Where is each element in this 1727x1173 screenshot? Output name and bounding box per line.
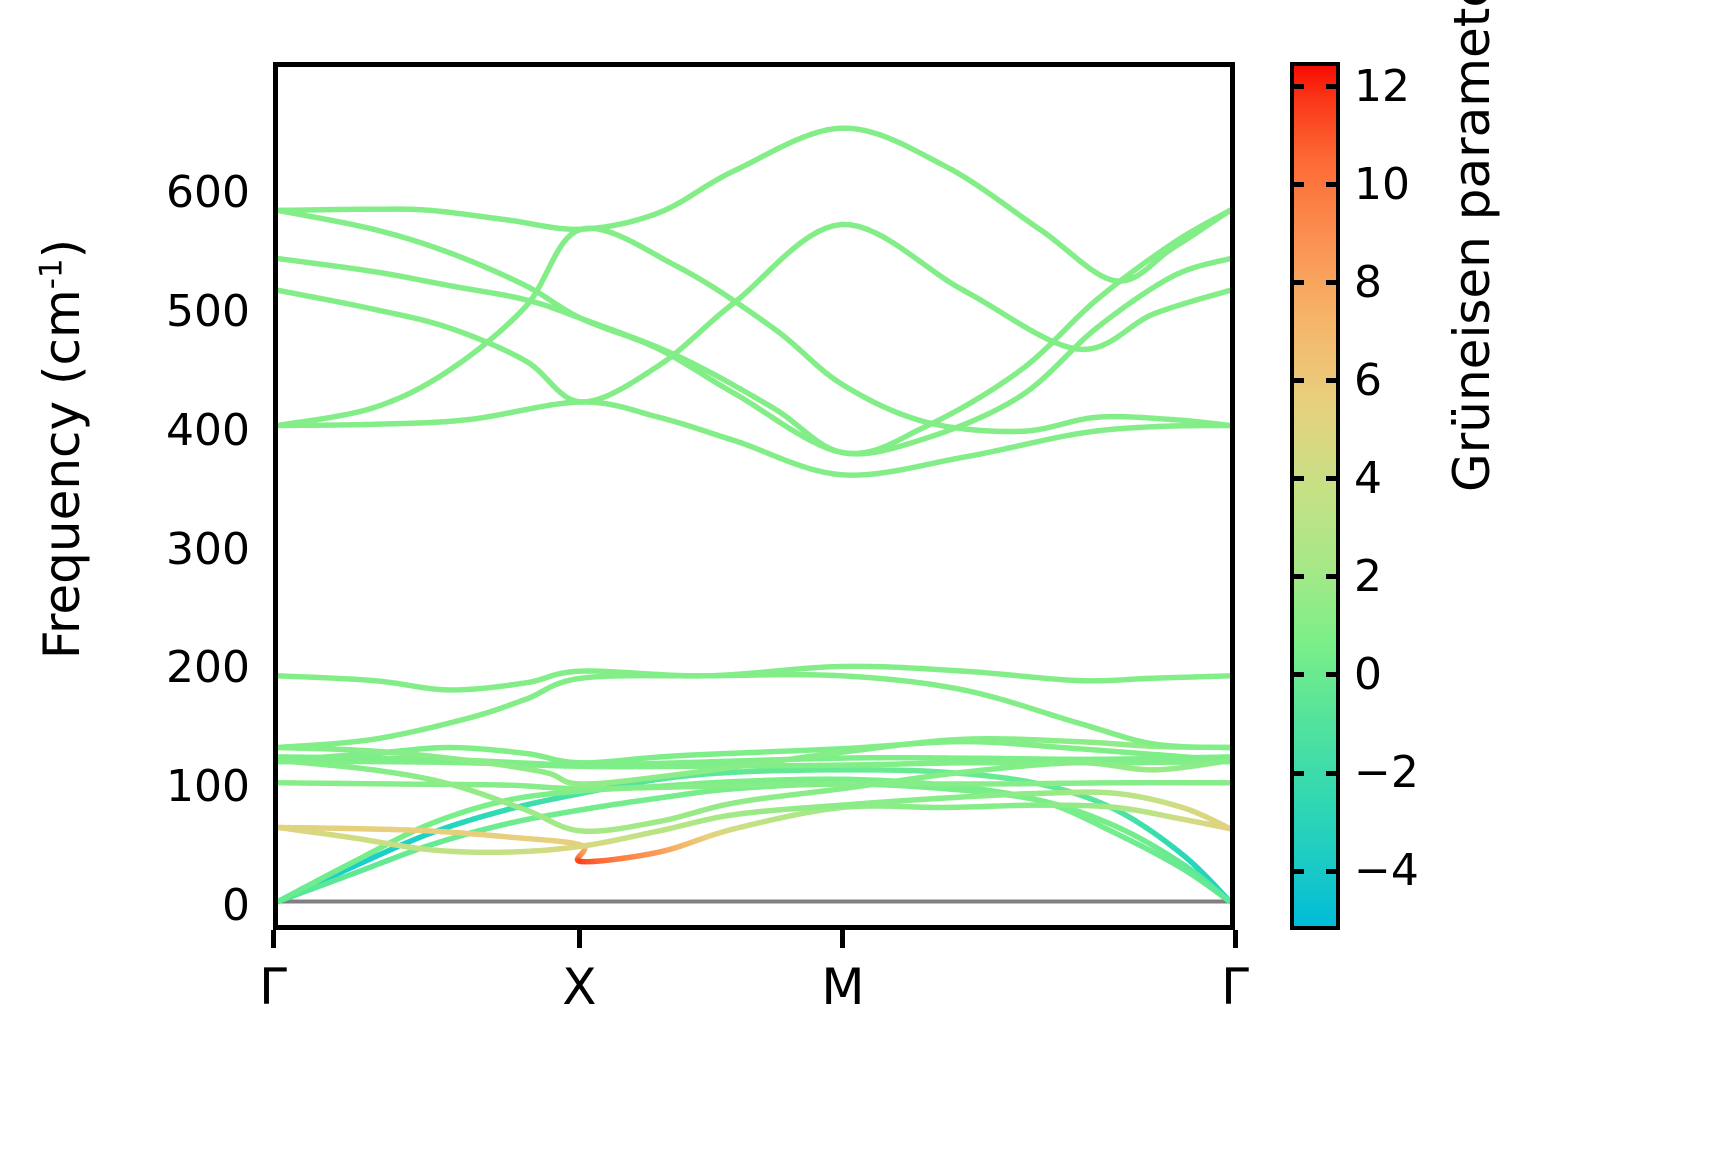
- colorbar-tick-label: 4: [1354, 452, 1382, 504]
- colorbar-tick-mark: [1326, 672, 1340, 678]
- phonon-band: [278, 207, 1230, 457]
- colorbar-tick-mark: [1290, 574, 1304, 580]
- colorbar-tick-mark: [1290, 770, 1304, 776]
- y-tick-label: 300: [166, 523, 250, 575]
- colorbar-tick-label: −2: [1354, 747, 1419, 799]
- y-axis-label-text: Frequency (cm: [33, 289, 91, 660]
- band-segment: [1225, 207, 1230, 215]
- colorbar-tick-mark: [1290, 280, 1304, 286]
- phonon-band: [278, 779, 1230, 792]
- phonon-band: [278, 225, 1230, 435]
- x-tick-mark: [576, 930, 582, 948]
- x-tick-label: Γ: [1221, 958, 1249, 1016]
- colorbar-tick-mark: [1326, 574, 1340, 580]
- colorbar-tick-mark: [1326, 280, 1340, 286]
- colorbar-tick-mark: [1290, 182, 1304, 188]
- x-tick-mark: [1232, 930, 1238, 948]
- band-segment: [1225, 897, 1230, 905]
- phonon-band: [278, 399, 1230, 478]
- y-axis-label-tail: ): [33, 238, 91, 259]
- band-structure-svg: [278, 125, 1230, 905]
- colorbar-tick-label: 6: [1354, 354, 1382, 406]
- colorbar-tick-label: 0: [1354, 648, 1382, 700]
- phonon-band: [278, 221, 1230, 405]
- phonon-band: [278, 757, 1230, 835]
- band-segment: [1225, 825, 1230, 832]
- band-segment: [1224, 287, 1230, 294]
- y-tick-label: 200: [166, 642, 250, 694]
- colorbar-tick-mark: [1290, 672, 1304, 678]
- colorbar-tick-mark: [1326, 770, 1340, 776]
- colorbar-tick-label: 2: [1354, 550, 1382, 602]
- colorbar-tick-mark: [1290, 378, 1304, 384]
- colorbar-tick-mark: [1326, 84, 1340, 90]
- colorbar-tick-mark: [1326, 378, 1340, 384]
- colorbar-tick-mark: [1326, 868, 1340, 874]
- colorbar-tick-mark: [1290, 868, 1304, 874]
- colorbar-group: [1290, 62, 1340, 930]
- y-tick-label: 100: [166, 761, 250, 813]
- x-tick-label: M: [821, 958, 865, 1016]
- colorbar-title: Grüneisen parameter: [1443, 0, 1501, 492]
- phonon-band: [278, 125, 1230, 284]
- phonon-band: [278, 754, 1230, 768]
- y-tick-label: 500: [166, 285, 250, 337]
- x-tick-mark: [270, 930, 276, 948]
- colorbar-tick-label: −4: [1354, 845, 1419, 897]
- colorbar-tick-label: 10: [1354, 158, 1410, 210]
- x-tick-label: X: [562, 958, 597, 1016]
- colorbar-tick-mark: [1326, 476, 1340, 482]
- phonon-band: [278, 255, 1230, 457]
- y-tick-label: 400: [166, 404, 250, 456]
- colorbar-tick-label: 12: [1354, 60, 1410, 112]
- x-tick-mark: [840, 930, 846, 948]
- colorbar-tick-mark: [1290, 476, 1304, 482]
- phonon-band: [278, 671, 1230, 751]
- band-segment: [1225, 255, 1230, 262]
- y-axis-label-exponent: -1: [33, 258, 70, 290]
- phonon-band: [278, 663, 1230, 693]
- x-tick-label: Γ: [259, 958, 287, 1016]
- phonon-band: [278, 789, 1230, 856]
- plot-area: [273, 62, 1235, 930]
- colorbar-tick-mark: [1326, 182, 1340, 188]
- y-tick-label: 0: [222, 880, 250, 932]
- colorbar-tick-label: 8: [1354, 256, 1382, 308]
- colorbar-tick-mark: [1290, 84, 1304, 90]
- colorbar-gradient: [1290, 62, 1340, 930]
- y-tick-label: 600: [166, 166, 250, 218]
